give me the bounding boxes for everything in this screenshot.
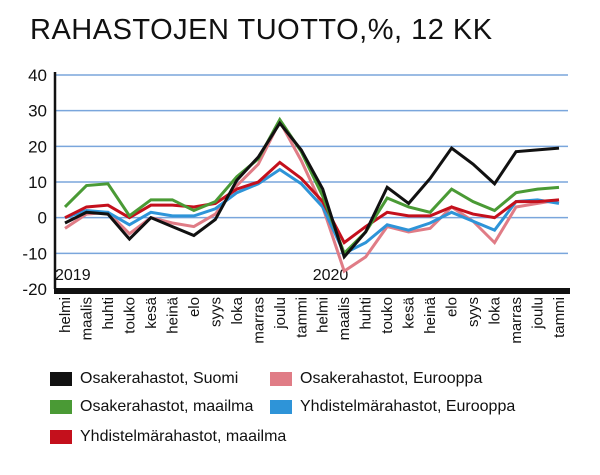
legend-label: Yhdistelmärahastot, Eurooppa bbox=[300, 398, 516, 415]
x-tick-label: marras bbox=[250, 297, 267, 344]
x-tick-label: maalis bbox=[336, 297, 353, 340]
series-line-2 bbox=[63, 116, 560, 257]
legend-item-1: Osakerahastot, Eurooppa bbox=[270, 370, 482, 388]
legend-swatch bbox=[50, 430, 72, 444]
y-tick-label: 40 bbox=[28, 66, 47, 85]
legend-label: Osakerahastot, maailma bbox=[80, 398, 254, 415]
x-tick-label: huhti bbox=[358, 297, 375, 330]
x-tick-label: heinä bbox=[422, 296, 439, 333]
legend-label: Osakerahastot, Suomi bbox=[80, 370, 239, 387]
y-tick-label: -20 bbox=[22, 280, 47, 299]
x-tick-label: loka bbox=[487, 296, 504, 324]
x-tick-label: syys bbox=[207, 297, 224, 327]
y-tick-label: 30 bbox=[28, 102, 47, 121]
x-tick-label: touko bbox=[379, 297, 396, 334]
series-line-4 bbox=[64, 160, 560, 245]
year-label: 2019 bbox=[55, 267, 91, 284]
x-tick-label: helmi bbox=[315, 297, 332, 333]
series-line-3 bbox=[64, 167, 560, 256]
x-tick-label: tammi bbox=[551, 297, 568, 338]
x-tick-label: touko bbox=[121, 297, 138, 334]
chart-title: RAHASTOJEN TUOTTO,%, 12 KK bbox=[30, 14, 493, 46]
y-tick-label: -10 bbox=[22, 244, 47, 263]
x-tick-label: maalis bbox=[78, 297, 95, 340]
legend-item-2: Osakerahastot, maailma bbox=[50, 398, 253, 416]
legend-label: Osakerahastot, Eurooppa bbox=[300, 370, 483, 387]
legend-label: Yhdistelmärahastot, maailma bbox=[80, 428, 287, 445]
x-tick-label: joulu bbox=[272, 297, 289, 330]
legend-swatch bbox=[270, 400, 292, 414]
series-line-0 bbox=[64, 120, 560, 260]
x-tick-label: kesä bbox=[143, 296, 160, 328]
x-tick-label: joulu bbox=[530, 297, 547, 330]
x-tick-label: huhti bbox=[100, 297, 117, 330]
x-tick-label: tammi bbox=[293, 297, 310, 338]
legend-item-3: Yhdistelmärahastot, Eurooppa bbox=[270, 398, 515, 416]
x-tick-label: helmi bbox=[57, 297, 74, 333]
x-tick-label: syys bbox=[465, 297, 482, 327]
x-tick-label: elo bbox=[186, 297, 203, 317]
y-tick-label: 20 bbox=[28, 137, 47, 156]
year-label: 2020 bbox=[313, 267, 349, 284]
legend-swatch bbox=[50, 372, 72, 386]
legend-swatch bbox=[50, 400, 72, 414]
x-tick-label: kesä bbox=[401, 296, 418, 328]
x-tick-label: loka bbox=[229, 296, 246, 324]
y-tick-label: 0 bbox=[38, 209, 47, 228]
x-tick-label: heinä bbox=[164, 296, 181, 333]
legend-item-0: Osakerahastot, Suomi bbox=[50, 370, 238, 388]
legend-swatch bbox=[270, 372, 292, 386]
y-tick-label: 10 bbox=[28, 173, 47, 192]
x-tick-label: elo bbox=[444, 297, 461, 317]
legend-item-4: Yhdistelmärahastot, maailma bbox=[50, 428, 286, 446]
x-tick-label: marras bbox=[508, 297, 525, 344]
